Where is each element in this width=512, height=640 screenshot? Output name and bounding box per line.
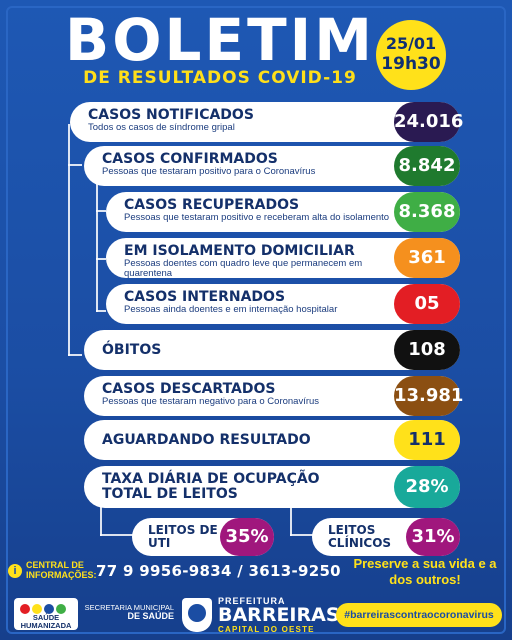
row-label: CASOS CONFIRMADOS xyxy=(102,151,278,167)
row-casos-internados: CASOS INTERNADOS Pessoas ainda doentes e… xyxy=(106,284,460,324)
row-label: CASOS DESCARTADOS xyxy=(102,381,276,397)
row-label: TAXA DIÁRIA DE OCUPAÇÃO TOTAL DE LEITOS xyxy=(102,471,320,502)
row-desc: Pessoas doentes com quadro leve que perm… xyxy=(124,258,363,279)
row-value: 111 xyxy=(394,420,460,460)
row-value: 108 xyxy=(394,330,460,370)
row-label: AGUARDANDO RESULTADO xyxy=(102,432,311,448)
row-aguardando-resultado: AGUARDANDO RESULTADO 111 xyxy=(84,420,460,460)
prefeitura-main: BARREIRAS xyxy=(218,604,340,626)
slogan: Preserve a sua vida e a dos outros! xyxy=(353,556,497,587)
phone-numbers: 77 9 9956-9834 / 3613-9250 xyxy=(96,562,341,580)
hashtag-badge: #barreirascontraocoronavirus xyxy=(336,603,502,627)
prefeitura-logo: PREFEITURA BARREIRAS CAPITAL DO OESTE xyxy=(182,596,340,634)
row-desc: Todos os casos de síndrome gripal xyxy=(88,122,235,133)
row-taxa-ocupacao: TAXA DIÁRIA DE OCUPAÇÃO TOTAL DE LEITOS … xyxy=(84,466,460,508)
secretaria-municipal: SECRETARIA MUNICIPAL DE SAÚDE xyxy=(84,603,174,621)
row-label: ÓBITOS xyxy=(102,342,162,358)
secretaria-line: SECRETARIA MUNICIPAL xyxy=(84,603,174,612)
date-text: 25/01 xyxy=(385,34,437,53)
row-value: 361 xyxy=(394,238,460,278)
prefeitura-sub: CAPITAL DO OESTE xyxy=(218,625,315,634)
leitos-clinicos: LEITOS CLÍNICOS 31% xyxy=(312,518,460,556)
row-desc: Pessoas ainda doentes e em internação ho… xyxy=(124,304,338,315)
leitos-uti-value: 35% xyxy=(220,518,274,556)
leitos-uti: LEITOS DE UTI 35% xyxy=(132,518,274,556)
row-label: CASOS RECUPERADOS xyxy=(124,197,300,213)
row-value: 28% xyxy=(394,466,460,508)
row-label: EM ISOLAMENTO DOMICILIAR xyxy=(124,243,355,259)
prefeitura-top: PREFEITURA xyxy=(218,596,286,606)
info-icon: i xyxy=(8,564,22,578)
row-casos-descartados: CASOS DESCARTADOS Pessoas que testaram n… xyxy=(84,376,463,416)
date-badge: 25/01 19h30 xyxy=(376,20,446,90)
row-label: CASOS NOTIFICADOS xyxy=(88,107,254,123)
central-label: CENTRAL DE INFORMAÇÕES: xyxy=(26,560,97,580)
row-value: 13.981 xyxy=(394,376,463,416)
page-title: BOLETIM xyxy=(65,6,375,74)
time-text: 19h30 xyxy=(381,54,441,74)
row-value: 05 xyxy=(394,284,460,324)
row-casos-confirmados: CASOS CONFIRMADOS Pessoas que testaram p… xyxy=(84,146,460,186)
row-desc: Pessoas que testaram positivo para o Cor… xyxy=(102,166,316,177)
row-casos-recuperados: CASOS RECUPERADOS Pessoas que testaram p… xyxy=(106,192,460,232)
saude-logo-mark xyxy=(20,601,72,614)
row-label: CASOS INTERNADOS xyxy=(124,289,286,305)
crest-icon xyxy=(182,598,212,632)
row-casos-notificados: CASOS NOTIFICADOS Todos os casos de sínd… xyxy=(70,102,463,142)
row-value: 24.016 xyxy=(394,102,463,142)
row-obitos: ÓBITOS 108 xyxy=(84,330,460,370)
row-desc: Pessoas que testaram negativo para o Cor… xyxy=(102,396,320,407)
page-subtitle: DE RESULTADOS COVID-19 xyxy=(83,68,357,88)
row-value: 8.368 xyxy=(394,192,460,232)
saude-logo-text: SAÚDE HUMANIZADA xyxy=(20,613,72,630)
secretaria-bold: DE SAÚDE xyxy=(127,611,174,621)
leitos-clinicos-label: LEITOS CLÍNICOS xyxy=(328,523,392,550)
leitos-clinicos-value: 31% xyxy=(406,518,460,556)
saude-humanizada-logo: SAÚDE HUMANIZADA xyxy=(14,598,78,630)
row-isolamento-domiciliar: EM ISOLAMENTO DOMICILIAR Pessoas doentes… xyxy=(106,238,460,279)
leitos-uti-label: LEITOS DE UTI xyxy=(148,523,218,550)
row-value: 8.842 xyxy=(394,146,460,186)
row-desc: Pessoas que testaram positivo e recebera… xyxy=(124,212,390,223)
